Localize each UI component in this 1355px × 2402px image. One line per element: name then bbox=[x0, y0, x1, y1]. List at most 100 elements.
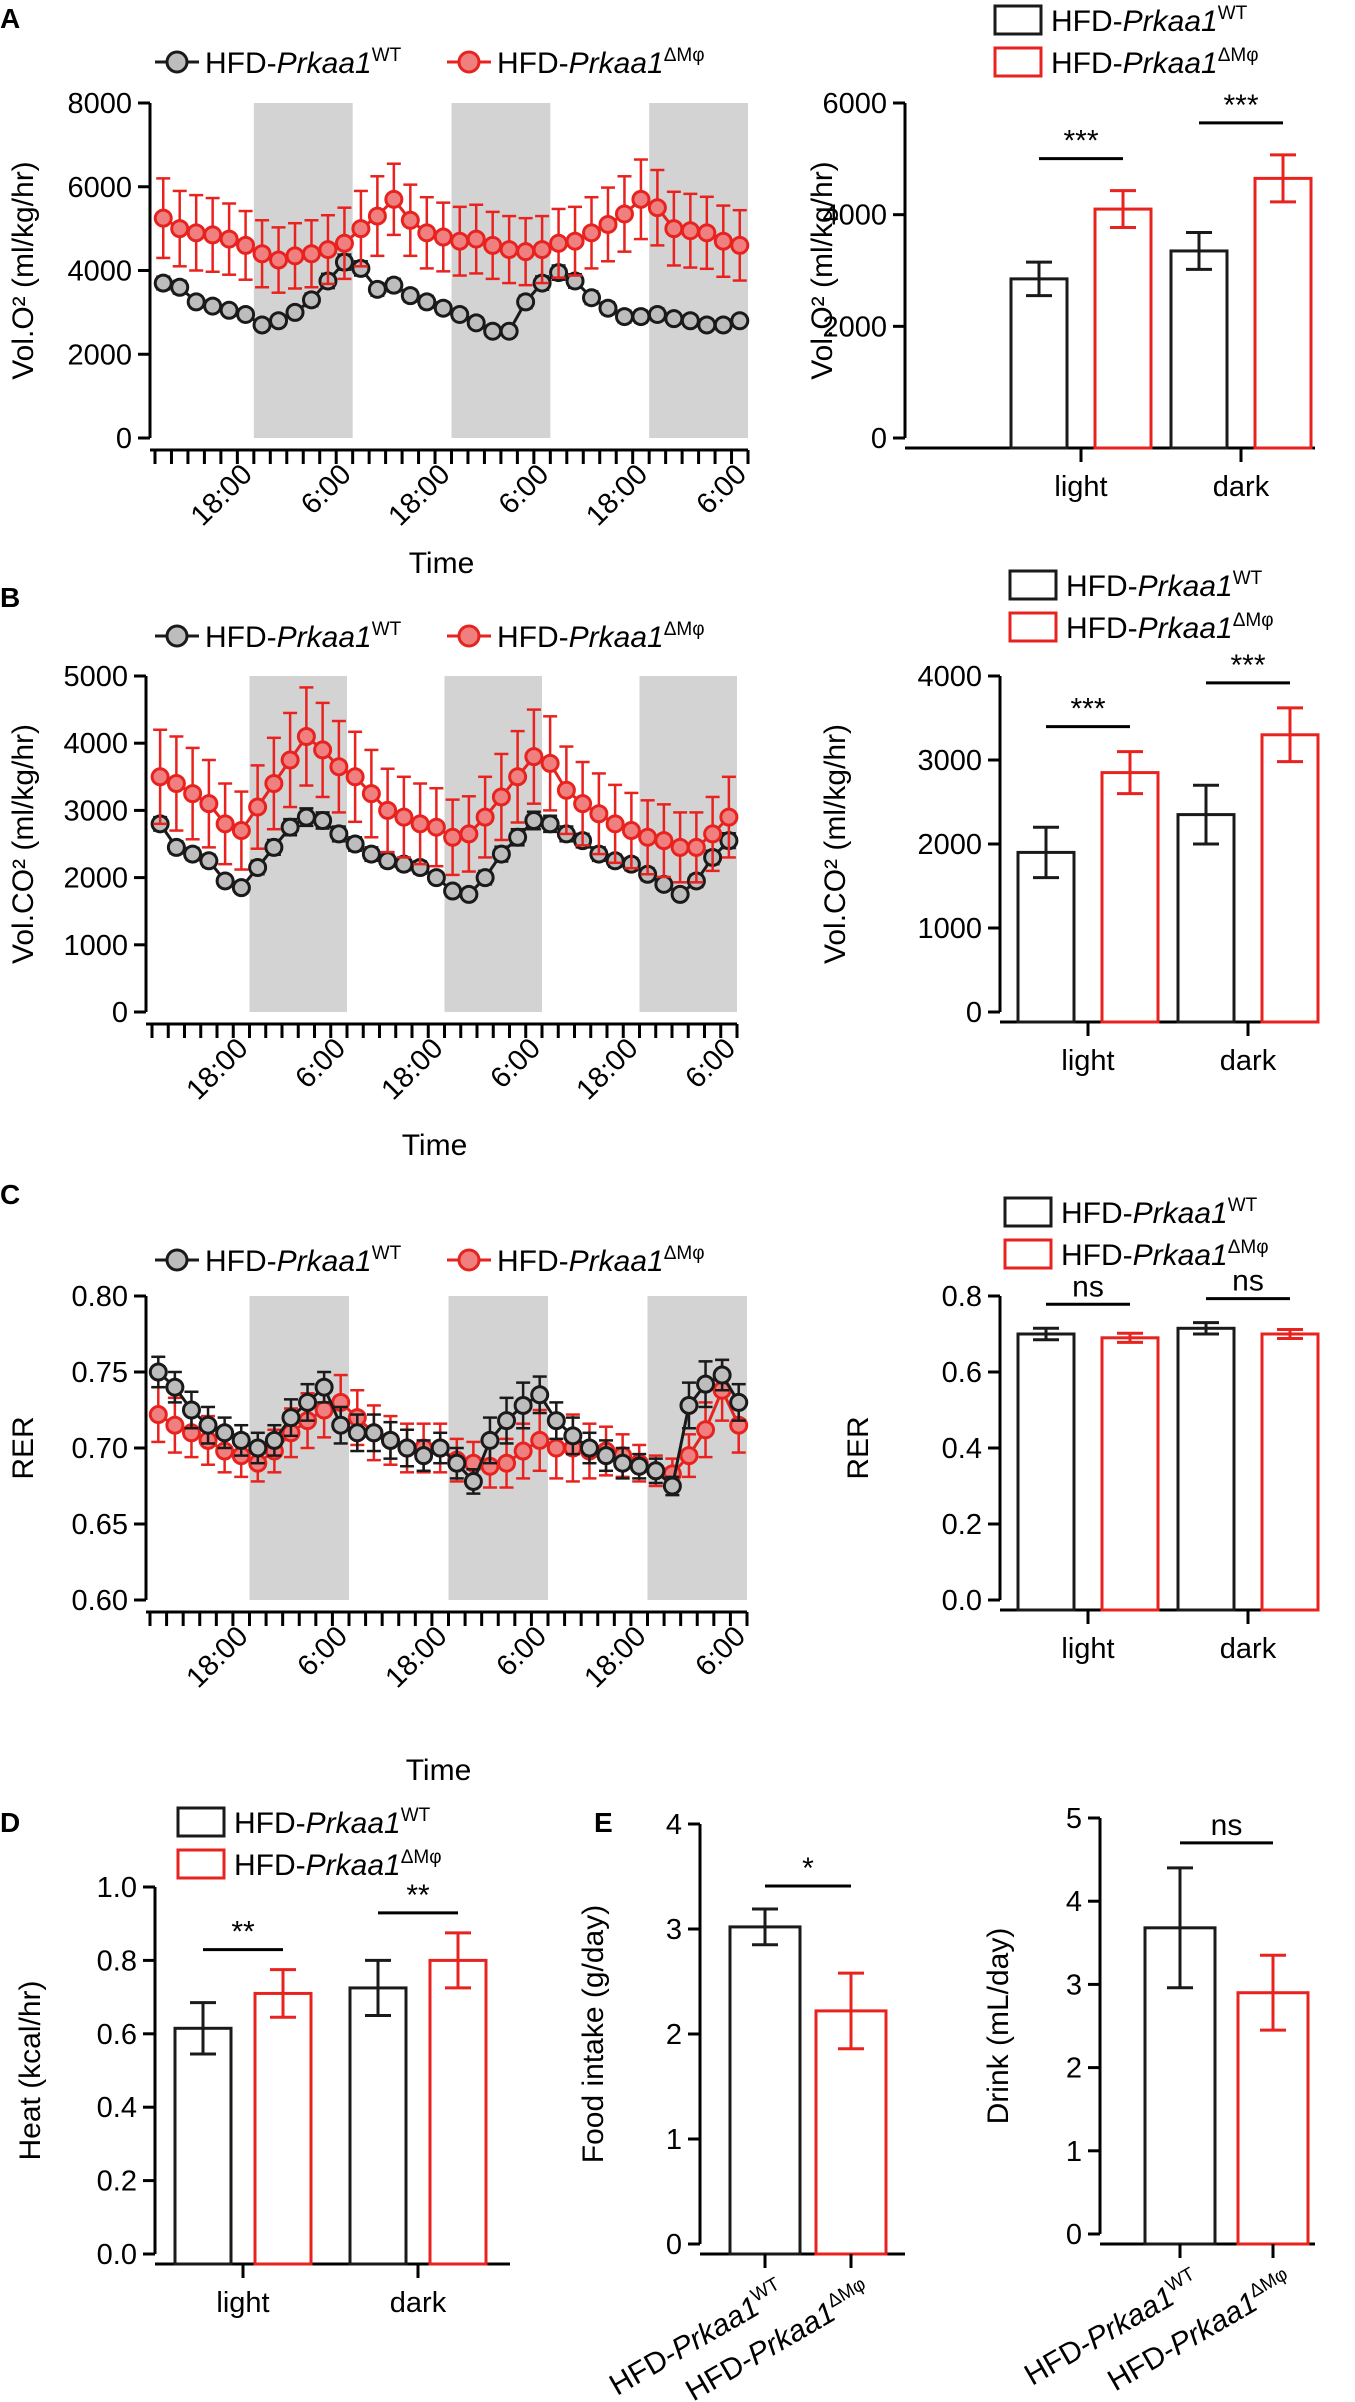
data-point bbox=[231, 1430, 251, 1450]
legend-superscript: WT bbox=[372, 1243, 402, 1264]
data-point bbox=[497, 1411, 517, 1431]
legend-superscript: ΔMφ bbox=[401, 1847, 442, 1868]
data-point bbox=[466, 229, 486, 249]
x-tick-label: 6:00 bbox=[690, 458, 753, 521]
data-point bbox=[508, 767, 528, 787]
x-tick-label: 18:00 bbox=[383, 458, 457, 532]
data-point bbox=[638, 827, 658, 847]
legend-gene: Prkaa1 bbox=[1123, 47, 1218, 80]
x-tick-label: 18:00 bbox=[181, 1032, 255, 1106]
y-tick-label: 0 bbox=[871, 423, 887, 455]
data-point bbox=[215, 1423, 235, 1443]
significance-label: ** bbox=[406, 1879, 430, 1912]
data-point bbox=[296, 726, 316, 746]
legend-label: HFD-Prkaa1WT bbox=[205, 1243, 402, 1278]
legend-gene: Prkaa1 bbox=[277, 1245, 372, 1278]
data-point bbox=[664, 219, 684, 239]
legend-superscript: ΔMφ bbox=[664, 1243, 705, 1264]
data-point bbox=[686, 837, 706, 857]
data-point bbox=[367, 206, 387, 226]
legend-superscript: WT bbox=[1228, 1195, 1258, 1216]
legend-gene: Prkaa1 bbox=[306, 1849, 401, 1882]
bar bbox=[1100, 1336, 1160, 1612]
legend-superscript: WT bbox=[1233, 568, 1263, 589]
data-point bbox=[430, 1438, 450, 1458]
data-point bbox=[367, 279, 387, 299]
data-point bbox=[301, 244, 321, 264]
data-point bbox=[629, 1456, 649, 1476]
data-point bbox=[443, 827, 463, 847]
y-tick-label: 0.70 bbox=[72, 1433, 128, 1465]
x-axis-title: Time bbox=[406, 1754, 472, 1787]
data-point bbox=[614, 307, 634, 327]
legend-superscript: ΔMφ bbox=[664, 619, 705, 640]
legend-box-wt bbox=[176, 1806, 226, 1838]
data-point bbox=[397, 1438, 417, 1458]
data-point bbox=[215, 871, 235, 891]
bar bbox=[1176, 813, 1236, 1024]
data-point bbox=[361, 784, 381, 804]
data-point bbox=[264, 1430, 284, 1450]
legend-prefix: HFD- bbox=[1066, 570, 1138, 603]
legend-superscript: ΔMφ bbox=[664, 45, 705, 66]
data-point bbox=[269, 311, 289, 331]
legend-label: HFD-Prkaa1ΔMφ bbox=[1051, 45, 1259, 80]
x-tick-label: 6:00 bbox=[484, 1032, 547, 1095]
data-point bbox=[378, 800, 398, 820]
data-point bbox=[186, 223, 206, 243]
data-point bbox=[165, 1415, 185, 1435]
data-point bbox=[361, 844, 381, 864]
panel-label: C bbox=[0, 1179, 20, 1210]
y-axis-title: Vol.O² (ml/kg/hr) bbox=[7, 161, 40, 379]
legend-prefix: HFD- bbox=[205, 47, 277, 80]
significance-label: * bbox=[802, 1852, 814, 1885]
data-point bbox=[697, 223, 717, 243]
data-point bbox=[621, 821, 641, 841]
panel-label: E bbox=[594, 1807, 613, 1838]
legend-prefix: HFD- bbox=[497, 1245, 569, 1278]
data-point bbox=[546, 1411, 566, 1431]
y-axis-title: RER bbox=[7, 1416, 40, 1479]
significance-label: ns bbox=[1211, 1809, 1243, 1842]
y-tick-label: 4 bbox=[666, 1809, 682, 1841]
data-point bbox=[298, 1392, 318, 1412]
y-tick-label: 1000 bbox=[917, 913, 982, 945]
data-point bbox=[680, 221, 700, 241]
x-axis-title: Time bbox=[402, 1129, 468, 1162]
data-point bbox=[443, 881, 463, 901]
y-tick-label: 0.80 bbox=[72, 1281, 128, 1313]
legend-label: HFD-Prkaa1ΔMφ bbox=[1066, 610, 1274, 645]
x-tick-label: 6:00 bbox=[291, 1620, 354, 1683]
data-point bbox=[719, 807, 739, 827]
y-tick-label: 1.0 bbox=[97, 1872, 137, 1904]
y-axis-title: RER bbox=[842, 1416, 875, 1479]
legend-label: HFD-Prkaa1WT bbox=[1061, 1195, 1258, 1230]
data-point bbox=[285, 246, 305, 266]
data-point bbox=[417, 292, 437, 312]
y-tick-label: 4000 bbox=[822, 200, 887, 232]
data-point bbox=[459, 884, 479, 904]
y-tick-label: 2 bbox=[666, 2019, 682, 2051]
legend-gene: Prkaa1 bbox=[1164, 2286, 1263, 2362]
legend-box-ko bbox=[176, 1848, 226, 1880]
data-point bbox=[384, 275, 404, 295]
chart-A_bar: 0 2000 4000 6000 light *** dark *** Vol.O² (ml/k… bbox=[806, 3, 1315, 503]
data-point bbox=[499, 240, 519, 260]
data-point bbox=[647, 198, 667, 218]
panel-label: D bbox=[0, 1807, 20, 1838]
category-label: light bbox=[1054, 471, 1107, 503]
data-point bbox=[269, 250, 289, 270]
y-axis-title: Vol.CO² (ml/kg/hr) bbox=[7, 724, 40, 964]
legend-marker-wt bbox=[165, 1248, 189, 1272]
y-tick-label: 4000 bbox=[917, 661, 982, 693]
data-point bbox=[148, 1362, 168, 1382]
data-point bbox=[153, 208, 173, 228]
data-point bbox=[417, 223, 437, 243]
data-point bbox=[329, 824, 349, 844]
data-point bbox=[447, 1453, 467, 1473]
legend-gene: Prkaa1 bbox=[277, 47, 372, 80]
legend-prefix: HFD- bbox=[1061, 1239, 1133, 1272]
data-point bbox=[285, 302, 305, 322]
data-point bbox=[654, 874, 674, 894]
